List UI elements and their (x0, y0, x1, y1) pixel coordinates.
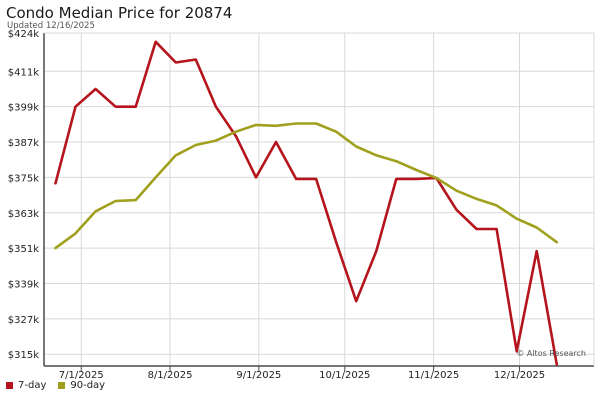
legend-swatch-7day (6, 382, 13, 389)
legend-label-7day: 7-day (18, 380, 47, 391)
legend-item-90day: 90-day (58, 380, 105, 391)
y-tick-label: $375k (8, 173, 39, 184)
legend-swatch-90day (58, 382, 66, 389)
y-tick-label: $424k (8, 29, 39, 40)
watermark-text: © Altos Research (516, 349, 586, 358)
legend-label-90day: 90-day (70, 380, 106, 391)
legend: 7-day 90-day (6, 380, 105, 391)
legend-item-7day: 7-day (6, 380, 46, 391)
y-tick-label: $327k (8, 315, 39, 326)
y-tick-label: $411k (8, 67, 39, 78)
y-tick-label: $387k (8, 138, 39, 149)
y-tick-label: $315k (8, 350, 39, 361)
x-tick-label: 8/1/2025 (148, 370, 193, 381)
x-tick-label: 12/1/2025 (494, 370, 545, 381)
x-tick-label: 10/1/2025 (319, 370, 370, 381)
y-tick-label: $351k (8, 244, 39, 255)
chart-subtitle: Updated 12/16/2025 (7, 21, 95, 31)
series-line-90-day (54, 122, 559, 250)
y-tick-label: $363k (8, 209, 39, 220)
series-line-7-day (54, 40, 559, 366)
chart-title: Condo Median Price for 20874 (6, 4, 233, 22)
series-layer (54, 40, 559, 366)
axis-layer (43, 32, 595, 371)
x-tick-label: 11/1/2025 (408, 370, 459, 381)
x-tick-label: 7/1/2025 (59, 370, 104, 381)
y-tick-label: $399k (8, 103, 39, 114)
x-tick-label: 9/1/2025 (236, 370, 281, 381)
tick-layer: $315k $327k $339k $351k $363k $375k $387k $399k… (8, 29, 545, 381)
y-tick-label: $339k (8, 279, 39, 290)
